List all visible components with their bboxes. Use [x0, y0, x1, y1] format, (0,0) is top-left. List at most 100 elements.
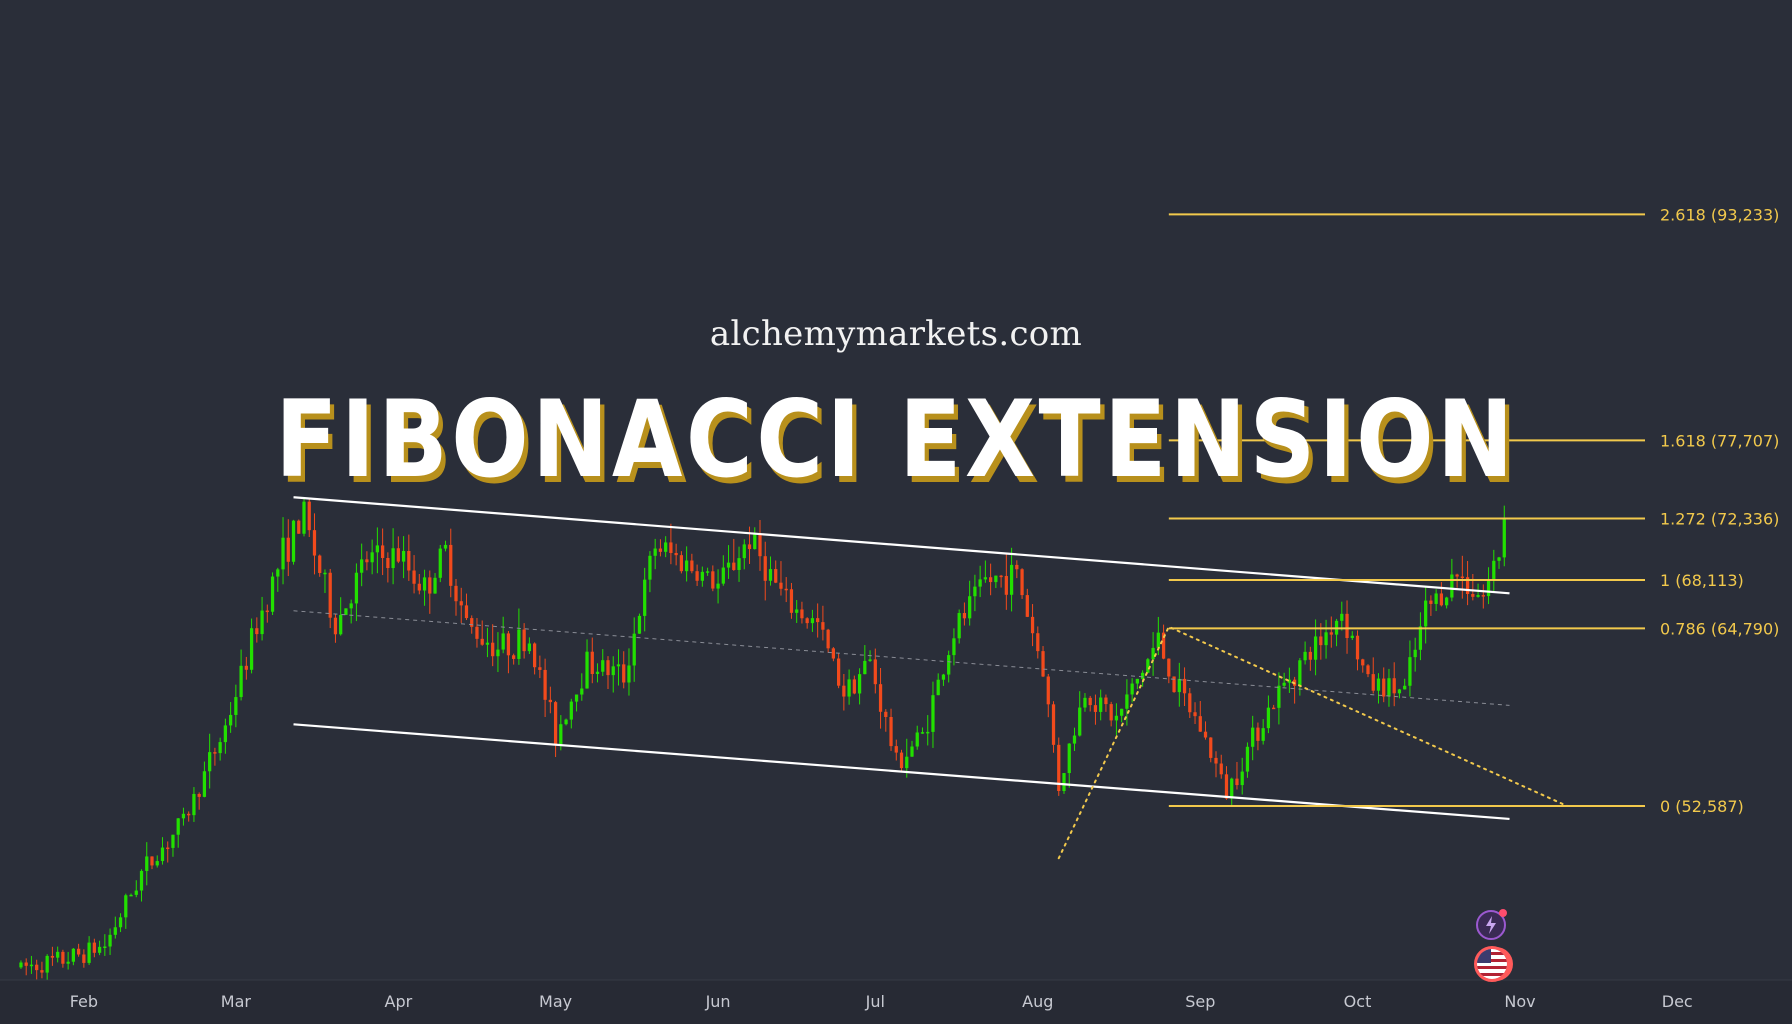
- bull-candle: [1408, 657, 1412, 686]
- bear-candle: [412, 570, 416, 584]
- bear-candle: [187, 813, 191, 816]
- bull-candle: [160, 847, 165, 862]
- bull-candle: [1146, 659, 1150, 673]
- bull-candle: [857, 674, 862, 694]
- bull-candle: [1140, 672, 1145, 679]
- bear-candle: [512, 655, 516, 659]
- bull-candle: [574, 694, 579, 702]
- bull-candle: [1277, 685, 1281, 708]
- bear-candle: [988, 577, 993, 583]
- bear-candle: [244, 665, 248, 670]
- bull-candle: [433, 577, 437, 594]
- bear-candle: [1182, 678, 1187, 694]
- bull-candle: [391, 548, 395, 569]
- bull-candle: [1298, 660, 1302, 686]
- bull-candle: [360, 559, 364, 573]
- bull-candle: [1303, 651, 1307, 661]
- bear-candle: [695, 571, 699, 581]
- bear-candle: [1460, 576, 1464, 579]
- bull-candle: [87, 942, 91, 963]
- bear-candle: [417, 583, 421, 591]
- bull-candle: [302, 501, 306, 534]
- bear-candle: [1219, 763, 1223, 775]
- bear-candle: [658, 548, 663, 552]
- channel-upper-line: [293, 496, 1510, 595]
- bear-candle: [1481, 595, 1485, 597]
- bull-candle: [936, 679, 940, 696]
- bull-candle: [569, 701, 573, 720]
- bull-candle: [684, 560, 689, 572]
- bull-candle: [726, 562, 731, 568]
- bull-candle: [1078, 707, 1082, 736]
- bear-candle: [784, 588, 788, 591]
- bull-candle: [559, 724, 563, 745]
- bull-candle: [705, 571, 710, 573]
- bear-candle: [470, 618, 474, 627]
- bull-candle: [1486, 580, 1491, 597]
- bear-candle: [622, 664, 626, 683]
- us-flag-icon[interactable]: [1474, 946, 1510, 982]
- bear-candle: [1041, 651, 1045, 677]
- bear-candle: [386, 557, 390, 569]
- bear-candle: [522, 629, 526, 652]
- bear-candle: [1030, 616, 1035, 634]
- site-watermark: alchemymarkets.com: [709, 314, 1083, 354]
- bull-candle: [19, 962, 23, 968]
- channel-lower-line: [293, 723, 1510, 821]
- bull-candle: [616, 664, 621, 667]
- lightning-icon[interactable]: [1476, 909, 1507, 940]
- bear-candle: [1439, 593, 1444, 606]
- x-tick-label: Jun: [705, 992, 731, 1011]
- bull-candle: [344, 608, 348, 615]
- bull-candle: [501, 633, 505, 650]
- bull-candle: [648, 555, 652, 580]
- bull-candle: [926, 731, 930, 734]
- bear-candle: [1366, 665, 1370, 675]
- bull-candle: [113, 927, 117, 935]
- bull-candle: [370, 552, 374, 563]
- bull-candle: [1151, 647, 1155, 660]
- bull-candle: [129, 894, 133, 897]
- bear-candle: [213, 752, 217, 754]
- bear-candle: [40, 970, 44, 973]
- bear-candle: [590, 651, 594, 675]
- bear-candle: [1088, 697, 1092, 706]
- bull-candle: [983, 577, 988, 580]
- bull-candle: [952, 638, 956, 656]
- fib-level-label: 0.786 (64,790): [1660, 619, 1779, 638]
- bear-candle: [800, 609, 804, 619]
- bear-candle: [297, 520, 301, 534]
- bull-candle: [270, 576, 275, 612]
- bear-candle: [1465, 577, 1470, 595]
- bear-candle: [894, 746, 898, 753]
- bear-candle: [61, 951, 65, 964]
- bear-candle: [1382, 678, 1386, 697]
- bear-candle: [255, 628, 259, 635]
- bull-candle: [66, 961, 70, 964]
- bull-candle: [585, 651, 589, 689]
- bear-candle: [428, 577, 432, 594]
- x-tick-label: Nov: [1504, 992, 1535, 1011]
- bull-candle: [1266, 707, 1271, 729]
- bull-candle: [145, 856, 149, 871]
- bull-candle: [1282, 682, 1286, 686]
- bear-candle: [1345, 613, 1349, 638]
- bull-candle: [847, 679, 851, 697]
- bull-candle: [931, 695, 935, 732]
- bull-candle: [223, 725, 228, 743]
- bull-candle: [1120, 708, 1124, 716]
- bear-candle: [1046, 676, 1050, 705]
- x-tick-label: Aug: [1022, 992, 1053, 1011]
- bear-candle: [690, 560, 694, 572]
- bull-candle: [580, 688, 584, 695]
- bear-candle: [1361, 659, 1365, 666]
- bull-candle: [643, 579, 647, 616]
- bull-candle: [1114, 715, 1119, 721]
- fib-level-label: 1.618 (77,707): [1660, 431, 1779, 450]
- bull-candle: [276, 569, 280, 577]
- bear-candle: [842, 685, 846, 697]
- bear-candle: [1371, 674, 1375, 691]
- bull-candle: [947, 655, 951, 675]
- fib-level-label: 0 (52,587): [1660, 797, 1744, 816]
